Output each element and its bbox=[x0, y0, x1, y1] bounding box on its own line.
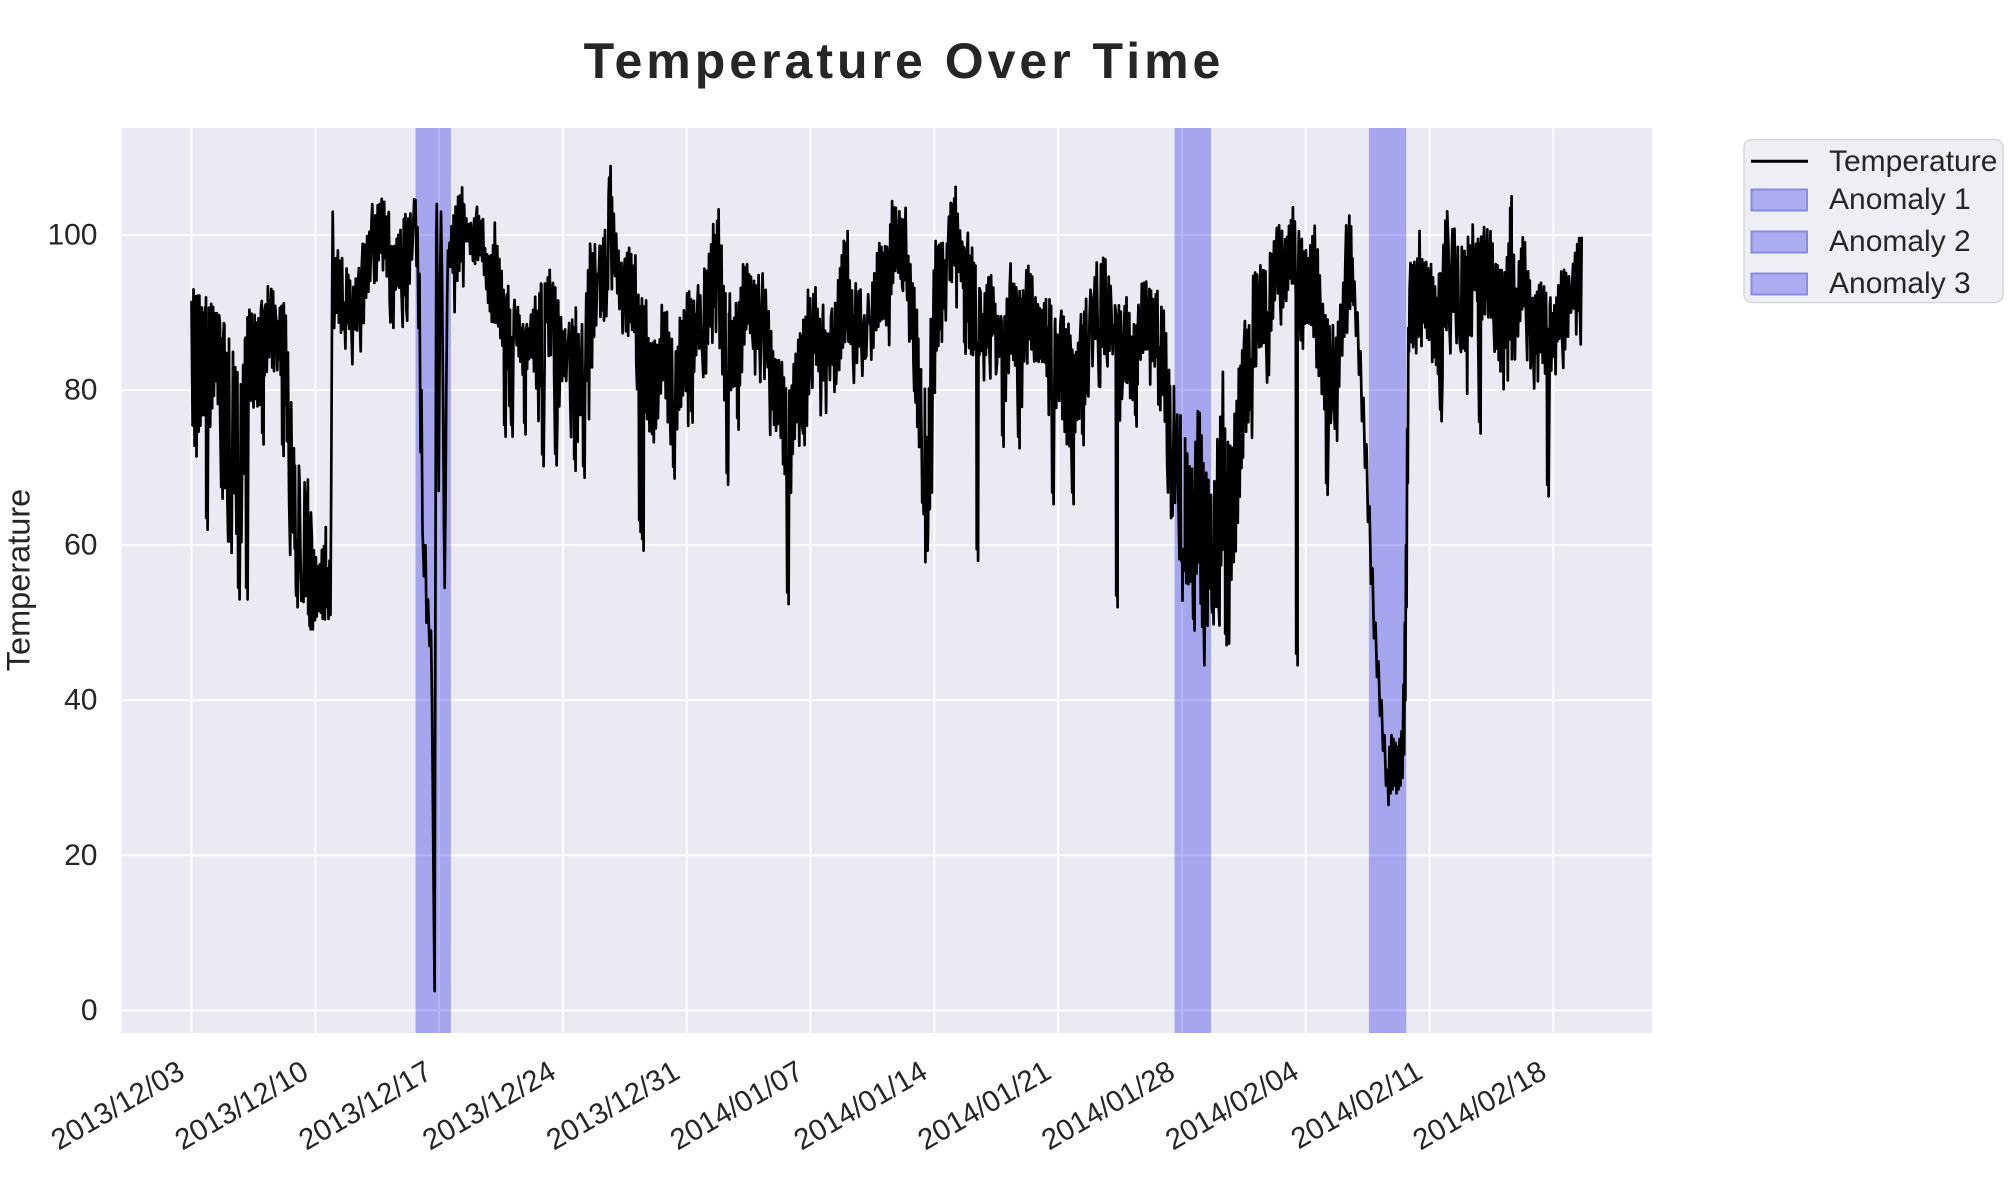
svg-text:20: 20 bbox=[64, 839, 97, 872]
svg-text:Anomaly 3: Anomaly 3 bbox=[1829, 267, 1971, 300]
svg-text:Anomaly 1: Anomaly 1 bbox=[1829, 183, 1971, 216]
svg-text:80: 80 bbox=[64, 374, 97, 407]
svg-text:Temperature: Temperature bbox=[1, 489, 37, 671]
svg-text:60: 60 bbox=[64, 529, 97, 562]
svg-text:Temperature Over Time: Temperature Over Time bbox=[584, 33, 1225, 89]
svg-text:Temperature: Temperature bbox=[1829, 145, 1997, 178]
svg-text:Anomaly 2: Anomaly 2 bbox=[1829, 225, 1971, 258]
svg-text:0: 0 bbox=[81, 994, 98, 1027]
svg-text:40: 40 bbox=[64, 684, 97, 717]
svg-text:100: 100 bbox=[47, 219, 97, 252]
